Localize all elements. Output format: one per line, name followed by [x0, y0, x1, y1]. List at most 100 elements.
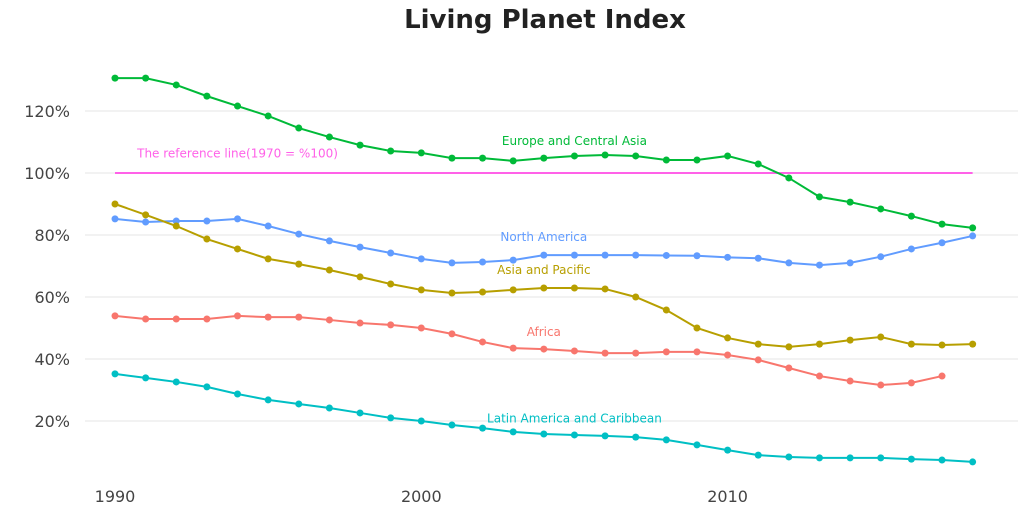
data-point	[724, 152, 732, 160]
data-point	[938, 220, 946, 228]
data-point	[815, 261, 823, 269]
data-point	[846, 454, 854, 462]
series-line	[114, 314, 943, 387]
data-point	[479, 424, 487, 432]
data-point	[264, 112, 272, 120]
data-point	[632, 251, 640, 259]
data-point	[509, 286, 517, 294]
data-point	[938, 341, 946, 349]
data-point	[448, 421, 456, 429]
data-point	[632, 293, 640, 301]
data-point	[724, 351, 732, 359]
data-point	[417, 255, 425, 263]
x-tick-label: 2010	[707, 487, 748, 506]
series-asia-and-pacific	[111, 200, 977, 351]
data-point	[387, 147, 395, 155]
data-point	[724, 253, 732, 261]
data-point	[754, 356, 762, 364]
data-point	[356, 319, 364, 327]
data-point	[632, 433, 640, 441]
data-point	[662, 251, 670, 259]
data-point	[479, 258, 487, 266]
data-point	[601, 251, 609, 259]
data-point	[417, 286, 425, 294]
data-point	[570, 152, 578, 160]
data-point	[693, 252, 701, 260]
series-north-america	[111, 215, 977, 269]
data-point	[938, 239, 946, 247]
data-point	[387, 321, 395, 329]
data-point	[754, 254, 762, 262]
data-point	[142, 74, 150, 82]
data-point	[785, 364, 793, 372]
data-point	[356, 409, 364, 417]
y-tick-label: 120%	[24, 102, 70, 121]
data-point	[172, 81, 180, 89]
data-point	[295, 260, 303, 268]
data-point	[693, 348, 701, 356]
data-point	[264, 255, 272, 263]
data-point	[111, 312, 119, 320]
data-point	[570, 284, 578, 292]
data-point	[356, 273, 364, 281]
annotation-label: Africa	[527, 325, 561, 339]
data-point	[264, 222, 272, 230]
data-point	[448, 289, 456, 297]
data-point	[356, 243, 364, 251]
y-tick-label: 80%	[34, 226, 70, 245]
data-point	[969, 340, 977, 348]
data-point	[632, 349, 640, 357]
data-point	[846, 377, 854, 385]
data-point	[815, 454, 823, 462]
series-europe-and-central-asia	[111, 74, 977, 232]
data-point	[234, 245, 242, 253]
data-point	[785, 259, 793, 267]
data-point	[325, 133, 333, 141]
data-point	[417, 149, 425, 157]
data-point	[877, 205, 885, 213]
data-point	[846, 336, 854, 344]
data-point	[969, 232, 977, 240]
annotation-label: North America	[500, 230, 587, 244]
data-point	[203, 315, 211, 323]
y-tick-label: 20%	[34, 412, 70, 431]
data-point	[325, 266, 333, 274]
data-point	[785, 453, 793, 461]
data-point	[509, 256, 517, 264]
data-point	[417, 324, 425, 332]
data-point	[601, 285, 609, 293]
data-point	[601, 432, 609, 440]
data-point	[203, 235, 211, 243]
data-point	[693, 441, 701, 449]
data-point	[142, 315, 150, 323]
data-point	[509, 428, 517, 436]
data-point	[938, 372, 946, 380]
chart-title: Living Planet Index	[404, 5, 686, 35]
y-axis-ticks: 20% 40% 60% 80% 100% 120%	[24, 102, 70, 431]
data-point	[264, 396, 272, 404]
data-point	[662, 348, 670, 356]
data-point	[846, 198, 854, 206]
data-point	[172, 315, 180, 323]
data-point	[234, 102, 242, 110]
data-point	[387, 280, 395, 288]
annotation-label: Latin America and Caribbean	[487, 412, 662, 426]
data-point	[570, 431, 578, 439]
data-point	[142, 374, 150, 382]
data-point	[387, 414, 395, 422]
data-point	[907, 455, 915, 463]
data-point	[172, 217, 180, 225]
data-point	[142, 218, 150, 226]
data-point	[815, 340, 823, 348]
data-point	[877, 253, 885, 261]
data-point	[448, 259, 456, 267]
data-point	[172, 378, 180, 386]
data-point	[448, 330, 456, 338]
data-point	[172, 222, 180, 230]
data-point	[540, 251, 548, 259]
data-point	[203, 383, 211, 391]
data-point	[540, 345, 548, 353]
data-point	[479, 288, 487, 296]
y-tick-label: 60%	[34, 288, 70, 307]
